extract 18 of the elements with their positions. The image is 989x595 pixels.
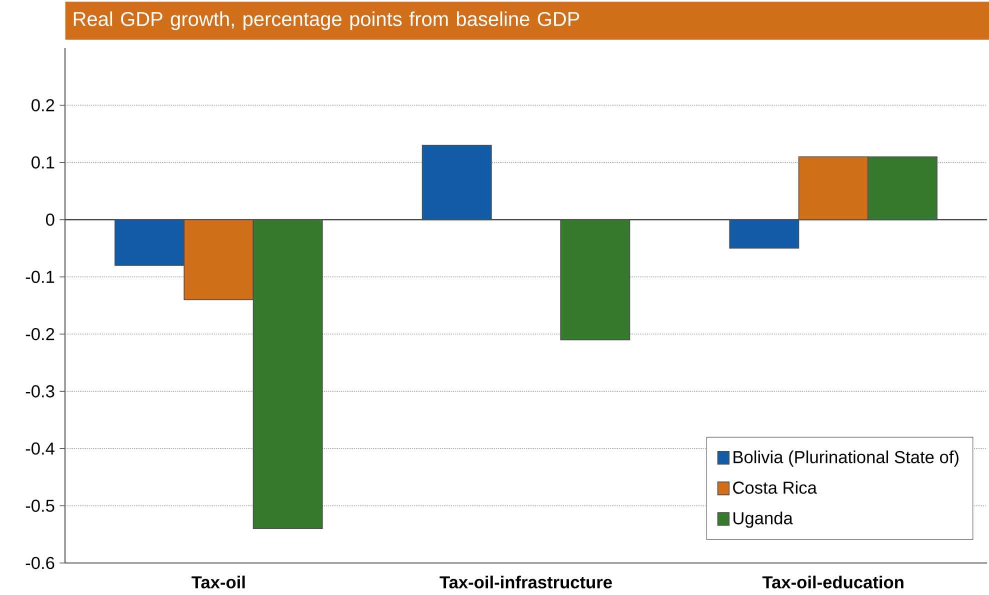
bar [422, 144, 492, 220]
bar [560, 219, 630, 340]
legend-label: Bolivia (Plurinational State of) [734, 450, 958, 467]
legend-label: Uganda [734, 512, 793, 528]
x-tick-label: Tax-oil-education [762, 576, 904, 588]
y-tick-label: -0.3 [26, 385, 54, 398]
y-tick-label: 0.2 [32, 99, 54, 112]
y-tick-label: -0.6 [26, 556, 54, 570]
y-tick-label: -0.1 [26, 270, 54, 284]
y-tick-label: -0.5 [26, 500, 54, 512]
y-tick-label: -0.2 [26, 328, 54, 340]
x-tick-label: Tax-oil [192, 576, 245, 588]
legend-label: Costa Rica [733, 481, 817, 494]
y-tick-label: 0 [46, 214, 54, 226]
y-tick-label: 0.1 [32, 156, 54, 169]
x-tick-label: Tax-oil-infrastructure [440, 576, 612, 588]
y-tick-label: -0.4 [26, 442, 54, 455]
chart-title: Real GDP growth, percentage points from baseline GDP [74, 11, 580, 30]
